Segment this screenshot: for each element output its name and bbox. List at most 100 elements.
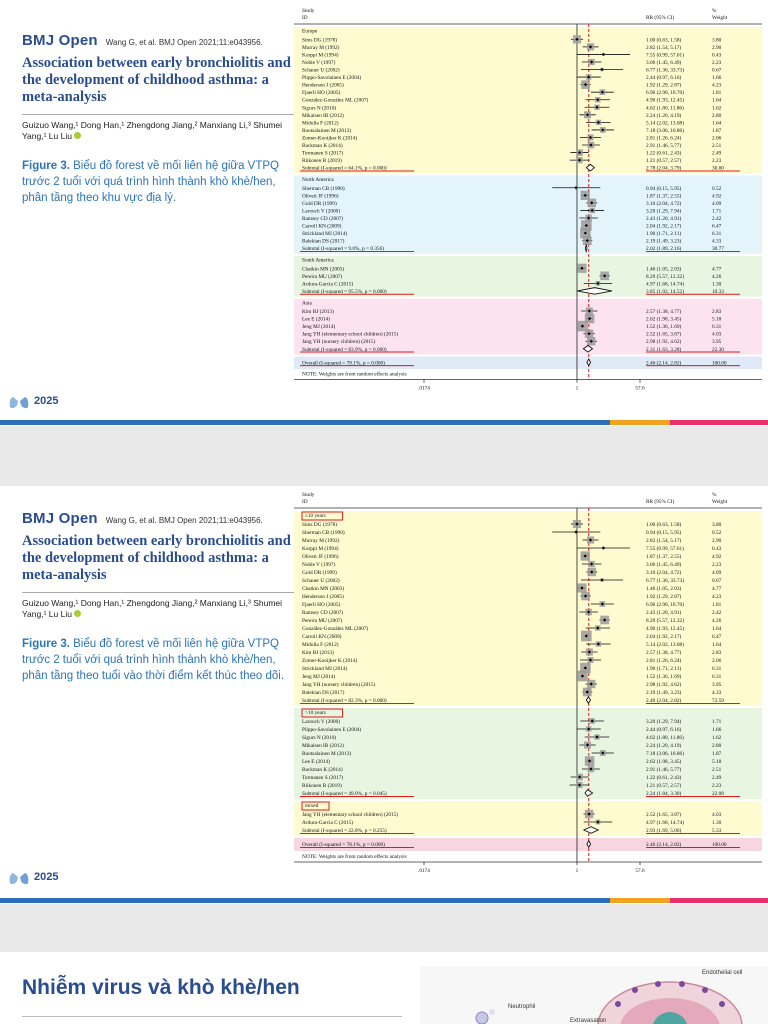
study-weight: 1.64 <box>712 120 722 126</box>
study-label: Backman K (2014) <box>302 766 343 773</box>
point-estimate <box>600 602 604 606</box>
citation: Wang G, et al. BMJ Open 2021;11:e043956. <box>105 38 263 47</box>
group-background <box>294 27 762 174</box>
authors: Guizuo Wang,¹ Dong Han,¹ Zhengdong Jiang… <box>22 120 283 141</box>
figure-caption: Figure 3. Biểu đồ forest về mối liên hệ … <box>22 638 284 682</box>
study-ci: 1.22 (0.61, 2.43) <box>646 150 682 157</box>
point-estimate <box>587 812 591 816</box>
group-background <box>294 255 762 297</box>
study-label: Kim BJ (2013) <box>302 649 334 656</box>
study-ci: 1.87 (1.37, 2.55) <box>646 192 682 199</box>
study-weight: 4.03 <box>712 332 722 338</box>
point-estimate <box>580 266 584 270</box>
study-weight: 1.30 <box>712 281 722 287</box>
study-label: Ardura-Garcia C (2015) <box>302 819 353 826</box>
point-estimate <box>587 727 591 731</box>
study-label: Chatkin MN (2003) <box>302 585 344 592</box>
subtotal-label: Subtotal (I-squared = 49.0%, p = 0.045) <box>302 790 387 797</box>
header-rr: RR (95% CI) <box>646 498 674 505</box>
subtotal-weight: 36.60 <box>712 166 724 172</box>
paper-info-2: BMJ Open Wang G, et al. BMJ Open 2021;11… <box>22 510 294 684</box>
study-ci: 3.06 (1.45, 6.49) <box>646 561 682 568</box>
overall-ci: 2.46 (2.14, 2.82) <box>646 841 682 848</box>
study-label: Zomer-Kooijker K (2014) <box>302 657 357 664</box>
point-estimate <box>587 309 591 313</box>
study-weight: 1.81 <box>712 90 722 96</box>
study-weight: 4.03 <box>712 812 722 818</box>
point-estimate <box>583 193 587 197</box>
study-weight: 1.71 <box>712 208 722 214</box>
subtotal-ci: 3.85 (1.02, 14.52) <box>646 288 684 295</box>
study-label: Murray M (1992) <box>302 537 340 544</box>
study-ci: 7.55 (0.99, 57.61) <box>646 545 684 552</box>
study-label: Carroll KN (2009) <box>302 633 342 640</box>
point-estimate <box>590 719 594 723</box>
overall-ci: 2.46 (2.14, 2.82) <box>646 359 682 366</box>
x-tick-label: 57.6 <box>635 868 645 874</box>
figure-label: Figure 3. <box>22 160 70 172</box>
point-estimate <box>595 105 599 109</box>
slide-follow-up-age: BMJ Open Wang G, et al. BMJ Open 2021;11… <box>0 486 768 904</box>
study-weight: 4.33 <box>712 239 722 245</box>
point-estimate <box>583 554 587 558</box>
study-label: Strickland MJ (2014) <box>302 665 348 672</box>
study-label: Jang YH (nursery children) (2015) <box>302 338 376 345</box>
conference-logo: 2025 <box>8 868 58 886</box>
study-weight: 2.90 <box>712 45 722 51</box>
study-weight: 1.71 <box>712 719 722 725</box>
point-estimate <box>590 562 594 566</box>
study-ci: 2.57 (1.38, 4.77) <box>646 649 682 656</box>
study-label: Midulla F (2012) <box>302 119 339 126</box>
study-weight: 4.23 <box>712 83 722 89</box>
subtotal-weight: 10.33 <box>712 289 724 295</box>
point-estimate <box>575 37 579 41</box>
slide-geographic: BMJ Open Wang G, et al. BMJ Open 2021;11… <box>0 0 768 426</box>
point-estimate <box>577 775 582 779</box>
study-label: Noble V (1997) <box>302 561 336 568</box>
lungs-icon <box>9 870 29 885</box>
study-weight: 0.52 <box>712 186 722 192</box>
study-weight: 2.23 <box>712 60 722 66</box>
study-weight: 2.83 <box>712 309 722 315</box>
point-estimate <box>601 52 606 57</box>
point-estimate <box>586 610 591 614</box>
study-ci: 3.20 (1.29, 7.94) <box>646 207 682 214</box>
pooled-diamond <box>582 344 594 353</box>
study-weight: 1.66 <box>712 727 722 733</box>
study-weight: 2.49 <box>712 151 722 157</box>
study-ci: 1.90 (1.71, 2.11) <box>646 230 681 237</box>
point-estimate <box>584 223 588 228</box>
study-ci: 7.18 (3.06, 16.86) <box>646 127 684 134</box>
point-estimate <box>596 642 600 646</box>
study-weight: 1.64 <box>712 98 722 104</box>
x-tick-label: 1 <box>576 386 579 392</box>
study-ci: 4.97 (1.68, 14.74) <box>646 819 684 826</box>
point-estimate <box>583 231 587 235</box>
study-label: Lee E (2014) <box>302 316 330 323</box>
study-ci: 4.62 (1.80, 11.86) <box>646 734 684 741</box>
study-label: Mikalsen IB (2012) <box>302 112 344 119</box>
subtotal-weight: 30.77 <box>712 246 724 252</box>
study-weight: 2.90 <box>712 538 722 544</box>
study-weight: 2.42 <box>712 610 722 616</box>
point-estimate <box>600 578 604 582</box>
point-estimate <box>585 743 590 747</box>
study-ci: 7.55 (0.99, 57.61) <box>646 51 684 58</box>
study-weight: 4.77 <box>712 266 722 272</box>
header-id: ID <box>302 15 308 21</box>
study-ci: 1.46 (1.05, 2.03) <box>646 585 682 592</box>
point-estimate <box>588 658 593 662</box>
subtotal-ci: 2.93 (1.69, 5.06) <box>646 827 682 834</box>
overall-weight: 100.00 <box>712 842 727 848</box>
subtotal-weight: 5.33 <box>712 828 722 834</box>
study-weight: 1.62 <box>712 735 722 741</box>
subtotal-weight: 22.08 <box>712 791 724 797</box>
study-label: Carroll KN (2009) <box>302 223 342 230</box>
orcid-icon <box>74 132 82 139</box>
study-weight: 2.23 <box>712 158 722 164</box>
study-label: Midulla F (2012) <box>302 641 339 648</box>
header-id: ID <box>302 499 308 505</box>
study-ci: 6.77 (1.36, 33.73) <box>646 67 684 74</box>
